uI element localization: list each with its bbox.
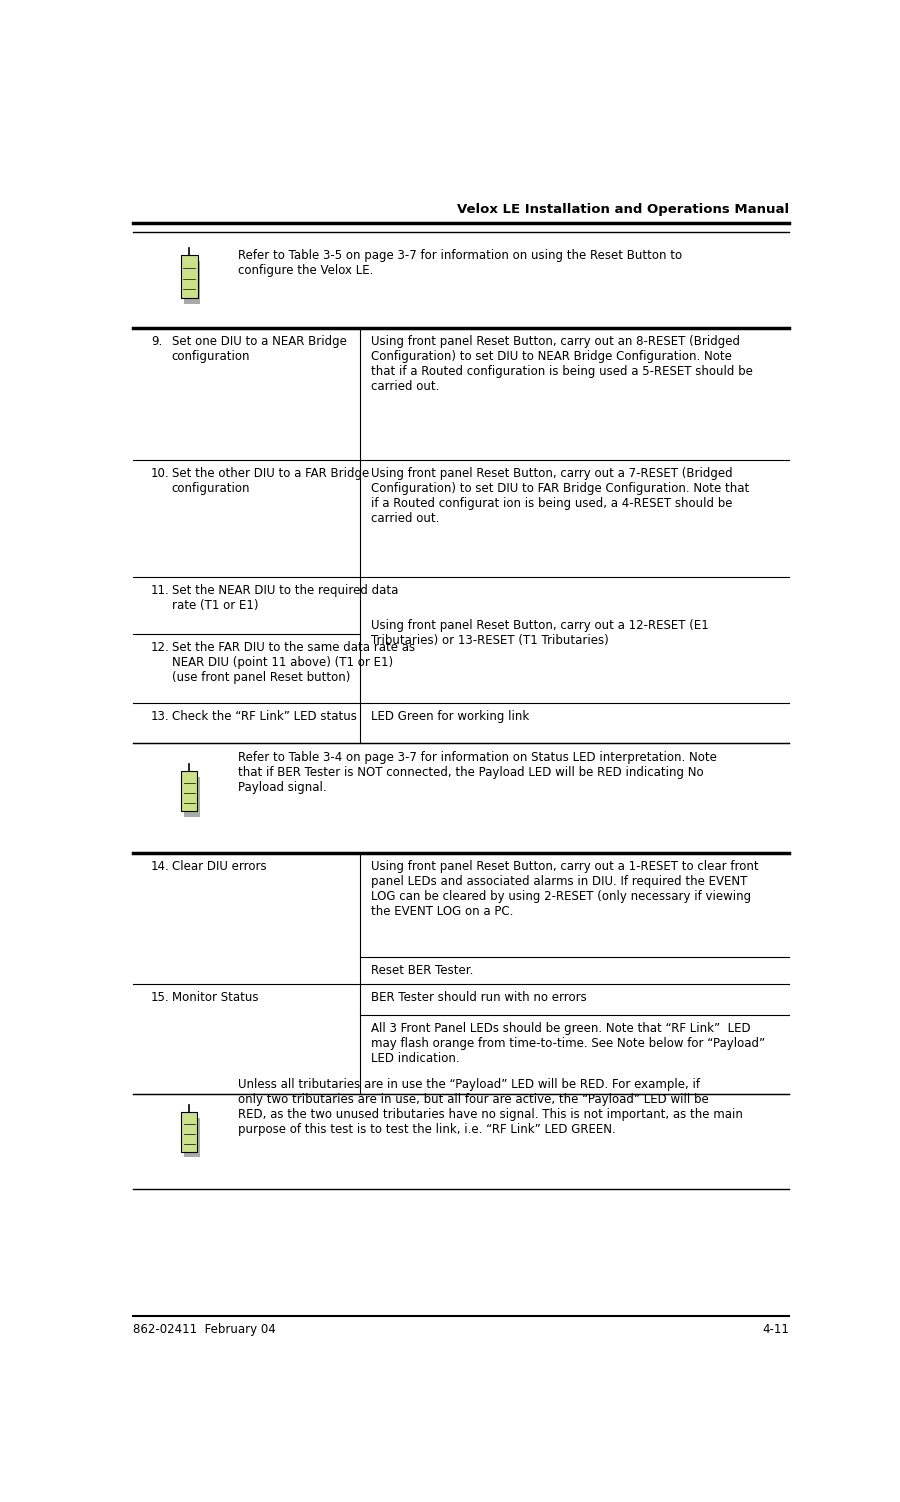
FancyBboxPatch shape [184, 1117, 200, 1158]
FancyBboxPatch shape [182, 1111, 197, 1152]
Text: Check the “RF Link” LED status: Check the “RF Link” LED status [172, 710, 356, 722]
Text: 12.: 12. [151, 640, 169, 653]
FancyBboxPatch shape [181, 255, 198, 297]
Text: Using front panel Reset Button, carry out an 8-RESET (Bridged
Configuration) to : Using front panel Reset Button, carry ou… [371, 335, 752, 394]
Text: 15.: 15. [151, 991, 169, 1003]
Text: Set the other DIU to a FAR Bridge
configuration: Set the other DIU to a FAR Bridge config… [172, 467, 369, 496]
Text: Refer to Table 3-5 on page 3-7 for information on using the Reset Button to
conf: Refer to Table 3-5 on page 3-7 for infor… [238, 249, 682, 276]
Text: Monitor Status: Monitor Status [172, 991, 258, 1003]
FancyBboxPatch shape [182, 771, 197, 811]
Text: 11.: 11. [151, 584, 169, 596]
Text: Set the NEAR DIU to the required data
rate (T1 or E1): Set the NEAR DIU to the required data ra… [172, 584, 398, 611]
FancyBboxPatch shape [184, 261, 201, 303]
Text: Set one DIU to a NEAR Bridge
configuration: Set one DIU to a NEAR Bridge configurati… [172, 335, 346, 363]
Text: Using front panel Reset Button, carry out a 12-RESET (E1
Tributaries) or 13-RESE: Using front panel Reset Button, carry ou… [371, 619, 708, 647]
Text: 9.: 9. [151, 335, 162, 348]
Text: Reset BER Tester.: Reset BER Tester. [371, 964, 473, 978]
Text: 862-02411  February 04: 862-02411 February 04 [133, 1323, 276, 1335]
Text: Using front panel Reset Button, carry out a 1-RESET to clear front
panel LEDs an: Using front panel Reset Button, carry ou… [371, 861, 758, 918]
Text: Velox LE Installation and Operations Manual: Velox LE Installation and Operations Man… [457, 203, 789, 216]
Text: 4-11: 4-11 [762, 1323, 789, 1335]
Text: Refer to Table 3-4 on page 3-7 for information on Status LED interpretation. Not: Refer to Table 3-4 on page 3-7 for infor… [238, 751, 717, 795]
Text: Unless all tributaries are in use the “Payload” LED will be RED. For example, if: Unless all tributaries are in use the “P… [238, 1077, 742, 1136]
Text: Using front panel Reset Button, carry out a 7-RESET (Bridged
Configuration) to s: Using front panel Reset Button, carry ou… [371, 467, 749, 526]
Text: Clear DIU errors: Clear DIU errors [172, 861, 266, 873]
Text: All 3 Front Panel LEDs should be green. Note that “RF Link”  LED
may flash orang: All 3 Front Panel LEDs should be green. … [371, 1023, 765, 1065]
Text: 14.: 14. [151, 861, 169, 873]
Text: LED Green for working link: LED Green for working link [371, 710, 529, 722]
Text: 13.: 13. [151, 710, 169, 722]
Text: 10.: 10. [151, 467, 169, 481]
Text: BER Tester should run with no errors: BER Tester should run with no errors [371, 991, 586, 1003]
FancyBboxPatch shape [184, 777, 200, 817]
Text: Set the FAR DIU to the same data rate as
NEAR DIU (point 11 above) (T1 or E1)
(u: Set the FAR DIU to the same data rate as… [172, 640, 415, 683]
